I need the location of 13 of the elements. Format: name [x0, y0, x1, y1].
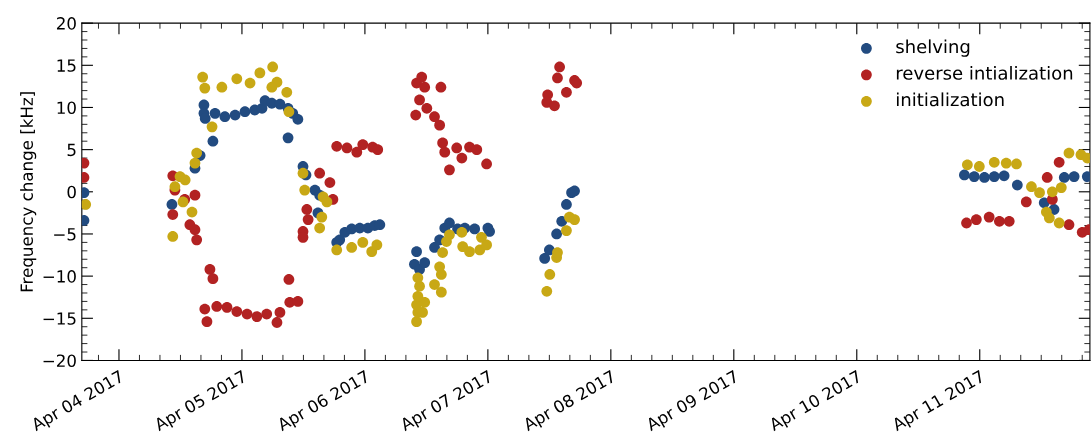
y-tick-label: 5	[67, 143, 76, 157]
y-tick-label: −10	[43, 270, 76, 283]
y-axis-title: Frequency change [kHz]	[20, 92, 37, 292]
y-tick-label: −15	[43, 312, 76, 325]
legend-label: initialization	[896, 92, 1004, 107]
y-tick-label: 20	[56, 17, 76, 30]
y-tick-label: −5	[54, 228, 76, 241]
y-tick-label: −20	[43, 354, 76, 368]
y-tick-label: 0	[67, 185, 76, 199]
y-tick-label: 10	[57, 101, 76, 115]
legend-label: shelving	[896, 39, 970, 57]
legend-label: reverse intialization	[896, 65, 1073, 80]
y-tick-label: 15	[57, 59, 76, 72]
